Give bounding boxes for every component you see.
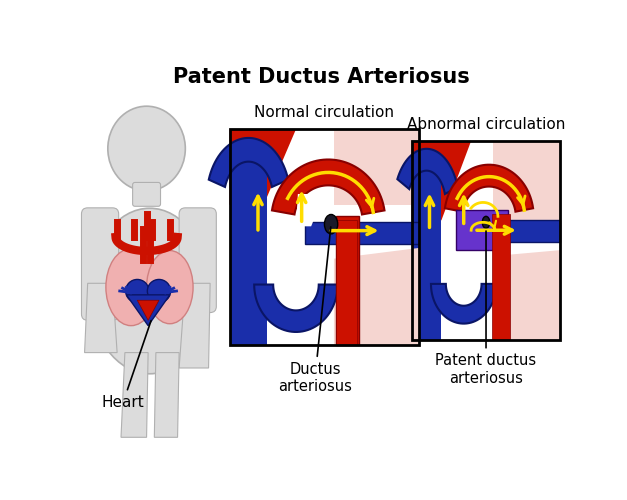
- Ellipse shape: [482, 216, 490, 228]
- Polygon shape: [121, 352, 148, 438]
- Polygon shape: [336, 220, 357, 345]
- FancyBboxPatch shape: [133, 182, 161, 206]
- Polygon shape: [336, 216, 359, 345]
- Polygon shape: [229, 151, 268, 345]
- Polygon shape: [137, 300, 159, 320]
- Bar: [411, 141, 561, 340]
- FancyBboxPatch shape: [82, 208, 119, 320]
- Polygon shape: [445, 164, 533, 212]
- Polygon shape: [154, 352, 179, 438]
- Polygon shape: [411, 164, 441, 340]
- Polygon shape: [272, 160, 384, 214]
- Polygon shape: [492, 214, 510, 340]
- Polygon shape: [229, 130, 296, 205]
- Ellipse shape: [106, 248, 156, 326]
- Polygon shape: [398, 149, 458, 194]
- Text: Abnormal circulation: Abnormal circulation: [407, 116, 565, 132]
- Polygon shape: [431, 284, 497, 324]
- FancyBboxPatch shape: [493, 141, 561, 220]
- FancyBboxPatch shape: [179, 208, 216, 312]
- Ellipse shape: [108, 106, 186, 191]
- Polygon shape: [411, 141, 471, 220]
- Polygon shape: [464, 220, 561, 242]
- Polygon shape: [296, 194, 324, 226]
- Bar: [229, 130, 419, 345]
- Text: Heart: Heart: [102, 320, 151, 410]
- Ellipse shape: [324, 214, 338, 234]
- Polygon shape: [85, 284, 117, 352]
- Polygon shape: [209, 138, 288, 187]
- Text: Patent ductus
arteriosus: Patent ductus arteriosus: [436, 231, 537, 386]
- Bar: [411, 141, 561, 340]
- Ellipse shape: [90, 208, 210, 374]
- Polygon shape: [493, 250, 561, 340]
- Polygon shape: [456, 210, 508, 250]
- Ellipse shape: [147, 250, 193, 324]
- Text: Normal circulation: Normal circulation: [255, 105, 394, 120]
- Ellipse shape: [147, 280, 171, 302]
- Polygon shape: [179, 284, 210, 368]
- Ellipse shape: [125, 280, 149, 302]
- Polygon shape: [334, 248, 419, 345]
- Text: Ductus
arteriosus: Ductus arteriosus: [278, 227, 352, 394]
- Polygon shape: [127, 295, 170, 326]
- Bar: [229, 130, 419, 345]
- FancyBboxPatch shape: [334, 130, 419, 205]
- Text: Patent Ductus Arteriosus: Patent Ductus Arteriosus: [172, 67, 470, 87]
- Polygon shape: [254, 284, 338, 332]
- Polygon shape: [305, 222, 419, 244]
